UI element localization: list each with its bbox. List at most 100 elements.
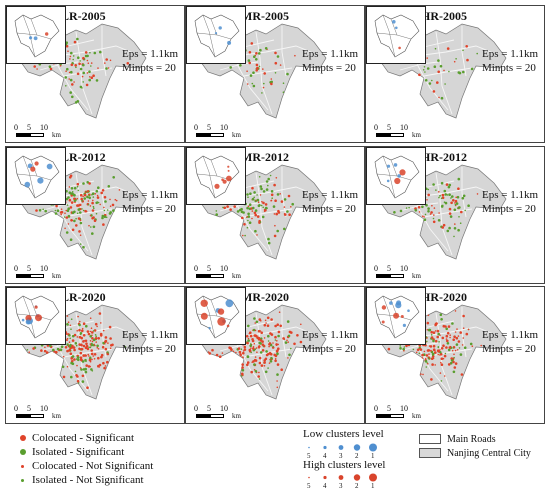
colocated-point <box>266 316 270 320</box>
colocated-point <box>246 70 248 72</box>
colocated-point <box>79 234 82 236</box>
isolated-point <box>454 203 457 206</box>
isolated-point <box>91 194 93 196</box>
scale-bar: 0 5 10 km <box>194 264 266 283</box>
scale-segment-dark <box>16 274 30 278</box>
colocated-point <box>87 200 90 202</box>
colocated-point <box>268 362 271 364</box>
isolated-point <box>440 181 444 185</box>
colocated-point <box>94 337 98 340</box>
colocated-point <box>254 359 258 362</box>
colocated-point <box>62 355 65 358</box>
isolated-point <box>262 190 266 193</box>
isolated-point <box>461 196 465 200</box>
scale-tick: 10 <box>400 404 408 413</box>
colocated-point <box>109 205 112 207</box>
cluster-inset-map <box>186 147 246 205</box>
isolated-point <box>439 313 443 316</box>
low-cluster-marker <box>208 326 211 330</box>
colocated-point <box>453 60 456 63</box>
colocated-point <box>93 353 97 356</box>
low-cluster-marker <box>407 309 410 312</box>
isolated-point <box>82 81 84 83</box>
colocated-point <box>427 349 431 352</box>
scale-segment-light <box>210 133 224 137</box>
colocated-point <box>104 365 107 367</box>
colocated-point <box>86 386 89 389</box>
colocated-point <box>76 375 79 378</box>
colocated-point <box>96 346 99 349</box>
colocated-point <box>443 69 445 72</box>
colocated-point <box>237 347 241 350</box>
isolated-point <box>246 355 250 359</box>
colocated-point <box>287 357 289 359</box>
colocated-point <box>275 212 278 216</box>
minpts-value: Minpts = 20 <box>482 203 536 215</box>
colocated-point <box>79 193 83 197</box>
isolated-point <box>90 65 92 67</box>
scale-unit: km <box>52 272 61 280</box>
panel-title: MR-2020 <box>241 290 289 304</box>
isolated-point <box>82 245 85 249</box>
isolated-point <box>457 71 461 74</box>
colocated-point <box>279 193 281 195</box>
isolated-point <box>424 71 426 73</box>
colocated-point <box>462 337 465 339</box>
high-cluster-marker <box>45 32 49 36</box>
isolated-point <box>269 174 272 177</box>
isolated-point <box>96 344 99 348</box>
colocated-point <box>453 366 457 369</box>
legend-central-city: Nanjing Central City <box>419 447 531 459</box>
colocated-point <box>287 341 289 343</box>
colocated-point <box>230 348 233 351</box>
colocated-point <box>104 336 108 339</box>
scale-segment-light <box>30 133 44 137</box>
colocated-point <box>90 76 94 79</box>
colocated-point <box>73 358 76 361</box>
isolated-point <box>42 208 44 211</box>
colocated-point <box>111 203 115 207</box>
isolated-point <box>240 210 244 214</box>
colocated-point <box>82 340 85 343</box>
high-cluster-marker <box>214 183 220 189</box>
colocated-point <box>242 356 244 359</box>
isolated-point <box>455 202 459 205</box>
colocated-point <box>241 363 244 366</box>
main-road <box>255 31 273 115</box>
colocated-point <box>420 373 422 375</box>
legend-label: Isolated - Significant <box>32 446 125 458</box>
colocated-point <box>77 204 80 207</box>
isolated-point <box>283 227 286 231</box>
low-cluster-marker <box>389 301 393 305</box>
colocated-point <box>80 197 83 201</box>
isolated-point <box>440 380 443 382</box>
isolated-point <box>253 317 256 320</box>
scale-tick: 0 <box>14 264 18 273</box>
colocated-point <box>270 78 273 80</box>
colocated-point <box>423 350 426 353</box>
map-panel-hr-2005: (c) HR-2005 N Eps = 1.1km Minpts = 20 0 5 10 km <box>365 5 545 143</box>
isolated-point <box>79 243 82 245</box>
scale-tick: 10 <box>40 123 48 132</box>
colocated-point <box>434 339 438 343</box>
isolated-point <box>67 214 71 218</box>
scale-unit: km <box>232 131 241 139</box>
colocated-point <box>97 356 100 360</box>
isolated-point <box>215 210 218 212</box>
colocated-point <box>70 201 74 204</box>
colocated-point <box>73 81 75 83</box>
isolated-point <box>240 375 243 377</box>
high-cluster-marker <box>200 312 208 320</box>
colocated-point <box>274 335 277 339</box>
inset-outline <box>194 14 240 58</box>
colocated-point <box>445 183 449 186</box>
isolated-point <box>82 368 86 371</box>
legend-main-roads: Main Roads <box>419 433 496 445</box>
high-cluster-marker <box>394 177 401 185</box>
isolated-point <box>75 217 77 220</box>
isolated-point <box>456 195 460 199</box>
isolated-point <box>54 209 57 212</box>
colocated-point <box>65 44 69 48</box>
colocated-point <box>428 345 431 347</box>
legend-isolated-significant: Isolated - Significant <box>20 445 124 459</box>
